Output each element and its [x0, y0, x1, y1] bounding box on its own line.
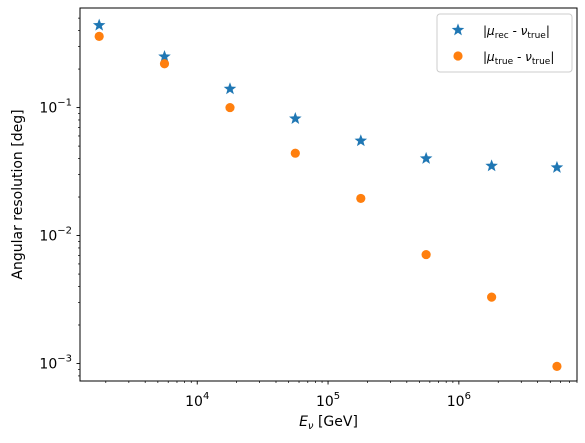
star-point — [550, 160, 564, 173]
circle-point — [487, 292, 497, 302]
x-tick-label: 106 — [447, 391, 471, 410]
circle-point — [290, 148, 300, 158]
series-1 — [92, 18, 564, 173]
legend-label: |μrec - νtrue| — [483, 24, 550, 41]
x-axis-label: Eν [GeV] — [299, 414, 358, 432]
y-axis-label: Angular resolution [deg] — [10, 109, 26, 279]
legend: |μrec - νtrue| |μtrue - νtrue| — [436, 13, 573, 73]
circle-point — [94, 31, 104, 41]
star-point — [419, 151, 433, 164]
star-point — [158, 50, 171, 62]
legend-entry: |μtrue - νtrue| — [453, 50, 554, 67]
star-point — [485, 159, 498, 172]
circle-point — [356, 193, 366, 204]
star-point — [223, 82, 237, 95]
circle-point — [421, 249, 431, 260]
y-tick-label: 10−2 — [39, 226, 72, 245]
x-tick-label: 104 — [185, 391, 209, 410]
legend-label: |μtrue - νtrue| — [483, 50, 554, 67]
star-point — [354, 134, 368, 147]
legend-entry: |μrec - νtrue| — [451, 23, 550, 41]
plot-frame — [79, 7, 578, 382]
plot-marks — [92, 18, 564, 371]
circle-point — [552, 361, 562, 371]
x-tick-label: 105 — [316, 391, 340, 410]
circle-point — [159, 59, 170, 69]
series-2 — [94, 31, 562, 371]
legend-box — [436, 13, 573, 73]
axes: 104 105 106 10−3 10−2 10−1 Eν [GeV] Angular res… — [10, 7, 578, 432]
y-tick-label: 10−1 — [39, 98, 72, 117]
star-point — [289, 112, 302, 124]
legend-circle-marker — [453, 51, 463, 61]
y-tick-label: 10−3 — [39, 354, 72, 373]
legend-star-marker — [451, 23, 465, 36]
star-point — [92, 18, 106, 31]
circle-point — [225, 102, 235, 113]
